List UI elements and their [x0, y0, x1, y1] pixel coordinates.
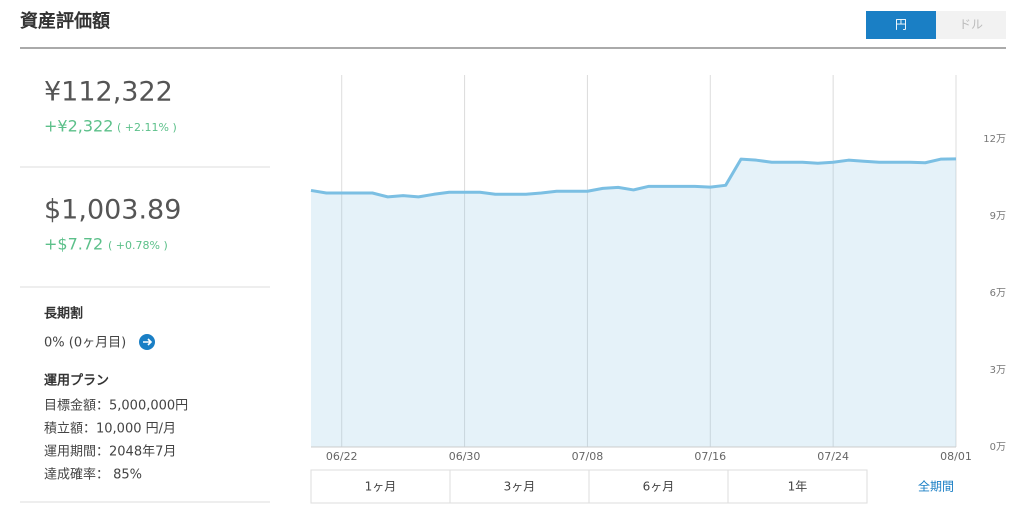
x-tick-label: 06/22 [326, 450, 358, 463]
toggle-label[interactable]: ドル [959, 18, 983, 32]
plan-item: 積立額：10,000 円/月 [44, 422, 176, 437]
y-tick-label: 6万 [990, 288, 1006, 299]
period-label[interactable]: 1ヶ月 [365, 480, 397, 494]
x-tick-label: 08/01 [940, 450, 972, 463]
toggle-usd[interactable] [936, 11, 1006, 39]
title: 資産評価額 [20, 10, 110, 32]
plan-title: 運用プラン [44, 374, 109, 389]
period-button[interactable] [727, 469, 868, 504]
period-label[interactable]: 6ヶ月 [643, 480, 675, 494]
jpy-value: ¥112,322 [44, 77, 173, 108]
toggle-label[interactable]: 円 [895, 18, 907, 32]
area-fill [311, 158, 956, 447]
period-label[interactable]: 全期間 [918, 479, 954, 494]
y-tick-label: 3万 [990, 365, 1006, 376]
period-label[interactable]: 1年 [788, 480, 808, 494]
x-tick-label: 06/30 [449, 450, 481, 463]
period-button[interactable] [449, 469, 590, 504]
period-button[interactable] [588, 469, 729, 504]
plan-item: 達成確率： 85% [44, 467, 142, 483]
x-tick-label: 07/24 [817, 450, 849, 463]
plan-item: 運用期間：2048年7月 [44, 445, 176, 460]
period-buttons: 1ヶ月 3ヶ月 6ヶ月 1年 全期間 [310, 469, 954, 504]
plan-item: 目標金額：5,000,000円 [44, 398, 188, 414]
usd-change: +$7.72 [44, 235, 103, 254]
jpy-change-pct: ( +2.11% ) [117, 121, 177, 134]
long-term-value: 0% (0ヶ月目) [44, 336, 126, 351]
y-tick-label: 12万 [983, 134, 1006, 145]
jpy-change: +¥2,322 [44, 117, 113, 136]
usd-change-pct: ( +0.78% ) [108, 239, 168, 252]
y-tick-label: 9万 [990, 211, 1006, 222]
x-tick-label: 07/16 [694, 450, 726, 463]
usd-value: $1,003.89 [44, 195, 181, 226]
y-tick-label: 0万 [990, 442, 1006, 453]
toggle-yen[interactable] [866, 11, 936, 39]
value-line [310, 157, 957, 199]
long-term-title: 長期割 [44, 306, 83, 322]
arrow-icon [143, 338, 153, 346]
chart: 06/22 06/30 07/08 07/16 07/24 08/01 0万 3万 6万 9万 12… [310, 75, 1006, 463]
period-button[interactable] [310, 469, 451, 504]
period-label[interactable]: 3ヶ月 [504, 480, 536, 494]
x-tick-label: 07/08 [572, 450, 604, 463]
